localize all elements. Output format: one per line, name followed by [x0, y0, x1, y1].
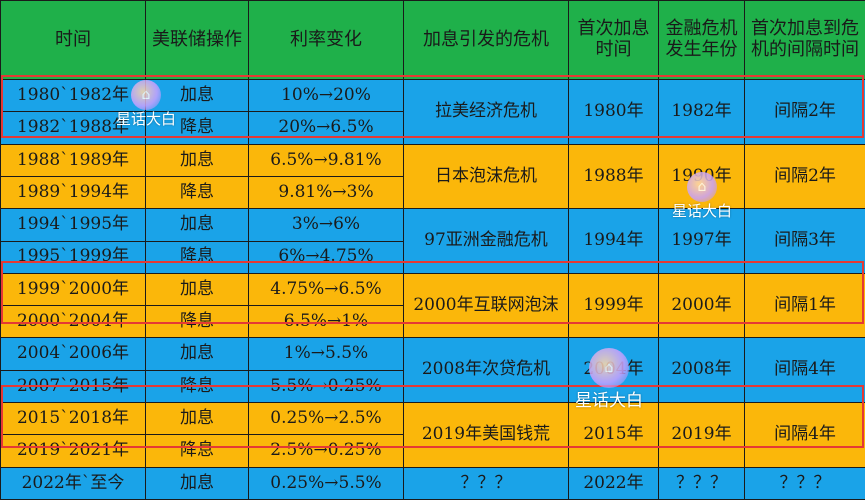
- cell-op: 降息: [145, 305, 249, 339]
- cell-first-hike: 1999年: [568, 272, 659, 339]
- cell-time: 1989`1994年: [0, 176, 146, 210]
- cell-time: 2019`2021年: [0, 434, 146, 468]
- cell-op: 降息: [145, 176, 249, 210]
- cell-time: 2007`2015年: [0, 369, 146, 403]
- cell-interval: 间隔3年: [744, 208, 865, 274]
- cell-time: 1999`2000年: [0, 272, 146, 307]
- table-row: 1994`1995年 加息 3%→6% 97亚洲金融危机 1994年 1997年…: [0, 208, 865, 274]
- cell-crisis: 2008年次贷危机: [403, 337, 569, 403]
- cell-crisis-year: 2019年: [658, 401, 745, 468]
- header-rate-change: 利率变化: [248, 0, 404, 81]
- cell-crisis-year: ？？？: [658, 466, 745, 500]
- table-row: 1982`1988年 降息 20%→6.5%: [0, 111, 865, 145]
- cell-op: 降息: [145, 240, 249, 274]
- cell-rate: 3%→6%: [248, 208, 404, 242]
- cell-op: 加息: [145, 401, 249, 436]
- cell-time: 1980`1982年: [0, 79, 146, 113]
- table-row: 2019`2021年 降息 2.5%→0.25%: [0, 434, 865, 468]
- cell-time: 1988`1989年: [0, 143, 146, 178]
- cell-first-hike: 1994年: [568, 208, 659, 274]
- cell-crisis: 日本泡沫危机: [403, 143, 569, 210]
- table-row: 1980`1982年 加息 10%→20% 拉美经济危机 1980年 1982年…: [0, 79, 865, 145]
- cell-rate: 1%→5.5%: [248, 337, 404, 371]
- cell-op: 降息: [145, 434, 249, 468]
- table-row: 2015`2018年 加息 0.25%→2.5% 2019年美国钱荒 2015年…: [0, 401, 865, 468]
- cell-rate: 0.25%→5.5%: [248, 466, 404, 500]
- cell-rate: 5.5%→0.25%: [248, 369, 404, 403]
- table-row: 2000`2004年 降息 6.5%→1%: [0, 305, 865, 339]
- cell-rate: 9.81%→3%: [248, 176, 404, 210]
- cell-time: 1982`1988年: [0, 111, 146, 145]
- header-first-hike-time: 首次加息时间: [568, 0, 659, 81]
- cell-time: 1994`1995年: [0, 208, 146, 242]
- cell-crisis-year: 1990年: [658, 143, 745, 210]
- cell-crisis: 97亚洲金融危机: [403, 208, 569, 274]
- cell-rate: 4.75%→6.5%: [248, 272, 404, 307]
- cell-interval: 间隔2年: [744, 79, 865, 145]
- cell-first-hike: 2004年: [568, 337, 659, 403]
- cell-rate: 2.5%→0.25%: [248, 434, 404, 468]
- cell-rate: 6.5%→9.81%: [248, 143, 404, 178]
- cell-rate: 6%→4.75%: [248, 240, 404, 274]
- cell-first-hike: 1980年: [568, 79, 659, 145]
- cell-rate: 20%→6.5%: [248, 111, 404, 145]
- header-interval: 首次加息到危机的间隔时间: [744, 0, 865, 81]
- cell-interval: 间隔2年: [744, 143, 865, 210]
- cell-interval: ？？？: [744, 466, 865, 500]
- table-row: 1999`2000年 加息 4.75%→6.5% 2000年互联网泡沫 1999…: [0, 272, 865, 339]
- cell-crisis-year: 2008年: [658, 337, 745, 403]
- table-row: 1989`1994年 降息 9.81%→3%: [0, 176, 865, 210]
- table-row: 2004`2006年 加息 1%→5.5% 2008年次贷危机 2004年 20…: [0, 337, 865, 403]
- cell-interval: 间隔4年: [744, 401, 865, 468]
- cell-crisis: 2000年互联网泡沫: [403, 272, 569, 339]
- cell-interval: 间隔1年: [744, 272, 865, 339]
- cell-op: 降息: [145, 111, 249, 145]
- cell-crisis: 2019年美国钱荒: [403, 401, 569, 468]
- cell-op: 加息: [145, 337, 249, 371]
- cell-time: 2000`2004年: [0, 305, 146, 339]
- cell-rate: 0.25%→2.5%: [248, 401, 404, 436]
- cell-crisis: ？？？: [403, 466, 569, 500]
- table-row: 1988`1989年 加息 6.5%→9.81% 日本泡沫危机 1988年 19…: [0, 143, 865, 210]
- header-crisis-year: 金融危机发生年份: [658, 0, 745, 81]
- cell-time: 2004`2006年: [0, 337, 146, 371]
- cell-time: 2022年`至今: [0, 466, 146, 500]
- cell-first-hike: 2022年: [568, 466, 659, 500]
- cell-op: 加息: [145, 272, 249, 307]
- cell-rate: 10%→20%: [248, 79, 404, 113]
- cell-crisis: 拉美经济危机: [403, 79, 569, 145]
- cell-crisis-year: 1982年: [658, 79, 745, 145]
- cell-op: 加息: [145, 208, 249, 242]
- cell-first-hike: 1988年: [568, 143, 659, 210]
- cell-interval: 间隔4年: [744, 337, 865, 403]
- cell-crisis-year: 2000年: [658, 272, 745, 339]
- cell-crisis-year: 1997年: [658, 208, 745, 274]
- cell-time: 1995`1999年: [0, 240, 146, 274]
- cell-first-hike: 2015年: [568, 401, 659, 468]
- table-row: 1995`1999年 降息 6%→4.75%: [0, 240, 865, 274]
- cell-op: 加息: [145, 143, 249, 178]
- cell-time: 2015`2018年: [0, 401, 146, 436]
- header-row: 时间 美联储操作 利率变化 加息引发的危机 首次加息时间 金融危机发生年份 首次…: [0, 0, 865, 81]
- cell-op: 加息: [145, 79, 249, 113]
- table-row-current: 2022年`至今 加息 0.25%→5.5% ？？？ 2022年 ？？？ ？？？: [0, 466, 865, 500]
- header-time: 时间: [0, 0, 146, 81]
- cell-op: 加息: [145, 466, 249, 500]
- cell-rate: 6.5%→1%: [248, 305, 404, 339]
- header-fed-operation: 美联储操作: [145, 0, 249, 81]
- cell-op: 降息: [145, 369, 249, 403]
- header-crisis: 加息引发的危机: [403, 0, 569, 81]
